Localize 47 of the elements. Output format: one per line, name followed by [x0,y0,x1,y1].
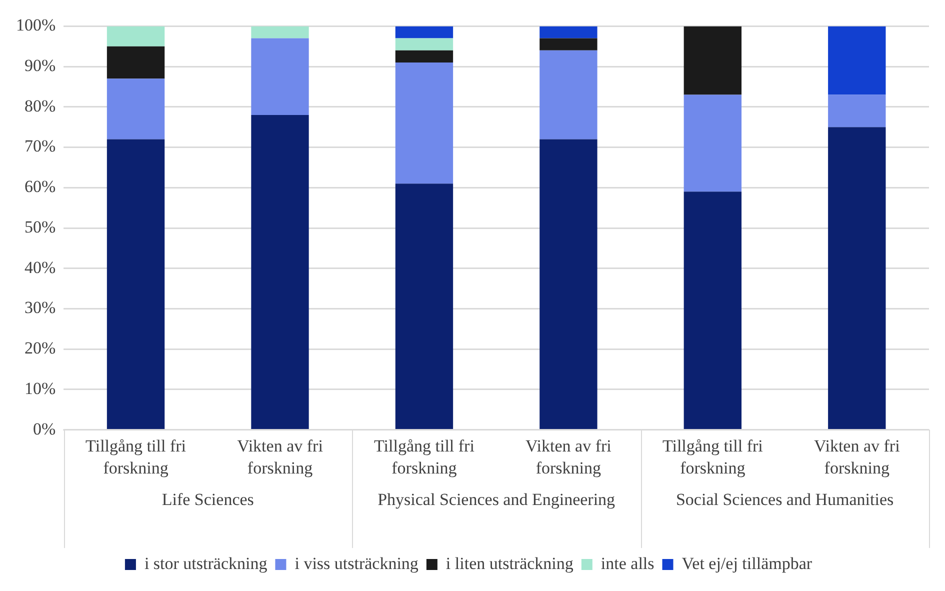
bar [251,38,309,115]
y-tick-label: 80% [24,96,56,116]
bar [540,38,598,50]
y-tick-label: 30% [24,298,56,318]
y-tick-label: 100% [16,16,56,35]
bar [251,26,309,38]
x-tick-label: Vikten av fri forskning [526,436,612,478]
y-tick-label: 50% [24,217,56,236]
bar [395,62,454,184]
bar [828,127,886,430]
y-tick-label: 60% [24,177,56,196]
x-tick-label: Tillgång till fri forskning [86,436,186,478]
x-tick-label: Tillgång till fri forskning [662,436,764,478]
legend-label: Vet ej/ej tillämpbar [682,554,812,573]
bar [106,26,165,46]
bar [106,46,165,79]
bar [395,38,454,50]
x-tick-label: Vikten av fri forskning [814,436,900,478]
bar [828,94,886,128]
x-tick-label: Vikten av fri forskning [237,436,324,478]
legend-label: i liten utsträckning [446,554,574,573]
y-tick-label: 10% [24,378,56,398]
bar [395,26,454,38]
bar [251,114,309,430]
bar [684,26,742,95]
text: Physical Sciences and Engineering [378,490,616,509]
y-tick-label: 20% [24,338,56,358]
legend-label: i viss utsträckning [294,554,419,573]
y-tick-label: 70% [24,136,56,156]
bar [684,192,742,430]
bar [395,50,454,63]
y-tick-label: 0% [32,419,56,438]
bar [540,139,598,430]
bar [684,94,742,192]
bar [395,184,454,430]
text: Social Sciences and Humanities [676,490,894,509]
bar [828,26,886,95]
y-tick-label: 40% [24,258,56,277]
legend-label: i stor utsträckning [144,554,268,573]
bar [106,78,165,140]
bar [540,26,598,38]
bar [106,139,165,430]
bar [540,50,598,140]
y-tick-label: 90% [24,56,56,76]
x-tick-label: Tillgång till fri forskning [374,436,475,478]
text: Life Sciences [162,490,254,509]
legend-label: inte alls [600,554,654,573]
